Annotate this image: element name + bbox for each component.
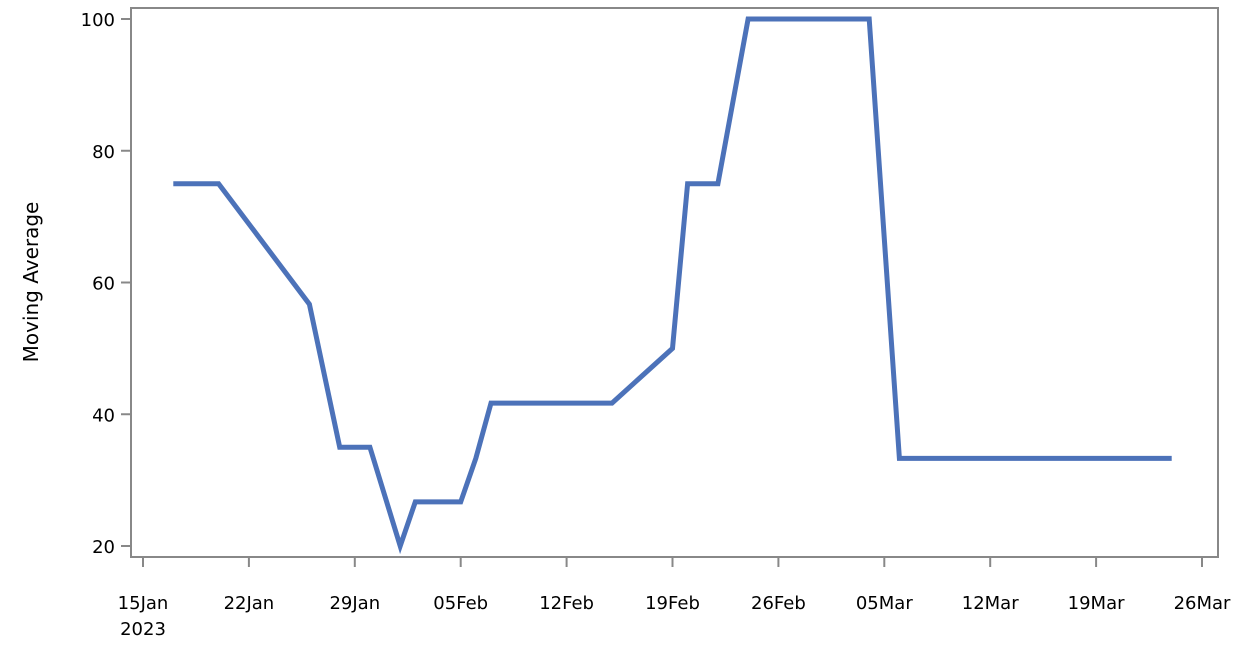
y-axis-title: Moving Average — [19, 202, 43, 363]
x-tick-label: 26Mar — [1174, 593, 1231, 614]
x-tick-label: 26Feb — [751, 593, 806, 614]
y-tick-label: 20 — [92, 537, 115, 558]
x-tick-label: 12Feb — [539, 593, 594, 614]
y-tick-label: 100 — [81, 10, 115, 31]
x-tick-label: 05Feb — [433, 593, 488, 614]
y-tick-label: 60 — [92, 274, 115, 295]
x-tick-label: 19Feb — [645, 593, 700, 614]
x-tick-year-label: 2023 — [120, 619, 166, 640]
y-tick-label: 80 — [92, 142, 115, 163]
x-tick-label: 19Mar — [1068, 593, 1125, 614]
x-tick-label: 12Mar — [962, 593, 1019, 614]
series-layer — [173, 16, 1172, 555]
x-tick-label: 15Jan — [118, 593, 169, 614]
x-tick-label: 29Jan — [329, 593, 380, 614]
x-axis: 15Jan 2023 22Jan 29Jan 05Feb 12Feb 19Feb 26Feb 0… — [118, 557, 1231, 640]
y-axis: 20 40 60 80 100 — [81, 10, 131, 558]
series-line — [173, 16, 1172, 555]
y-tick-label: 40 — [92, 405, 115, 426]
x-tick-label: 22Jan — [224, 593, 275, 614]
x-tick-label: 05Mar — [856, 593, 913, 614]
